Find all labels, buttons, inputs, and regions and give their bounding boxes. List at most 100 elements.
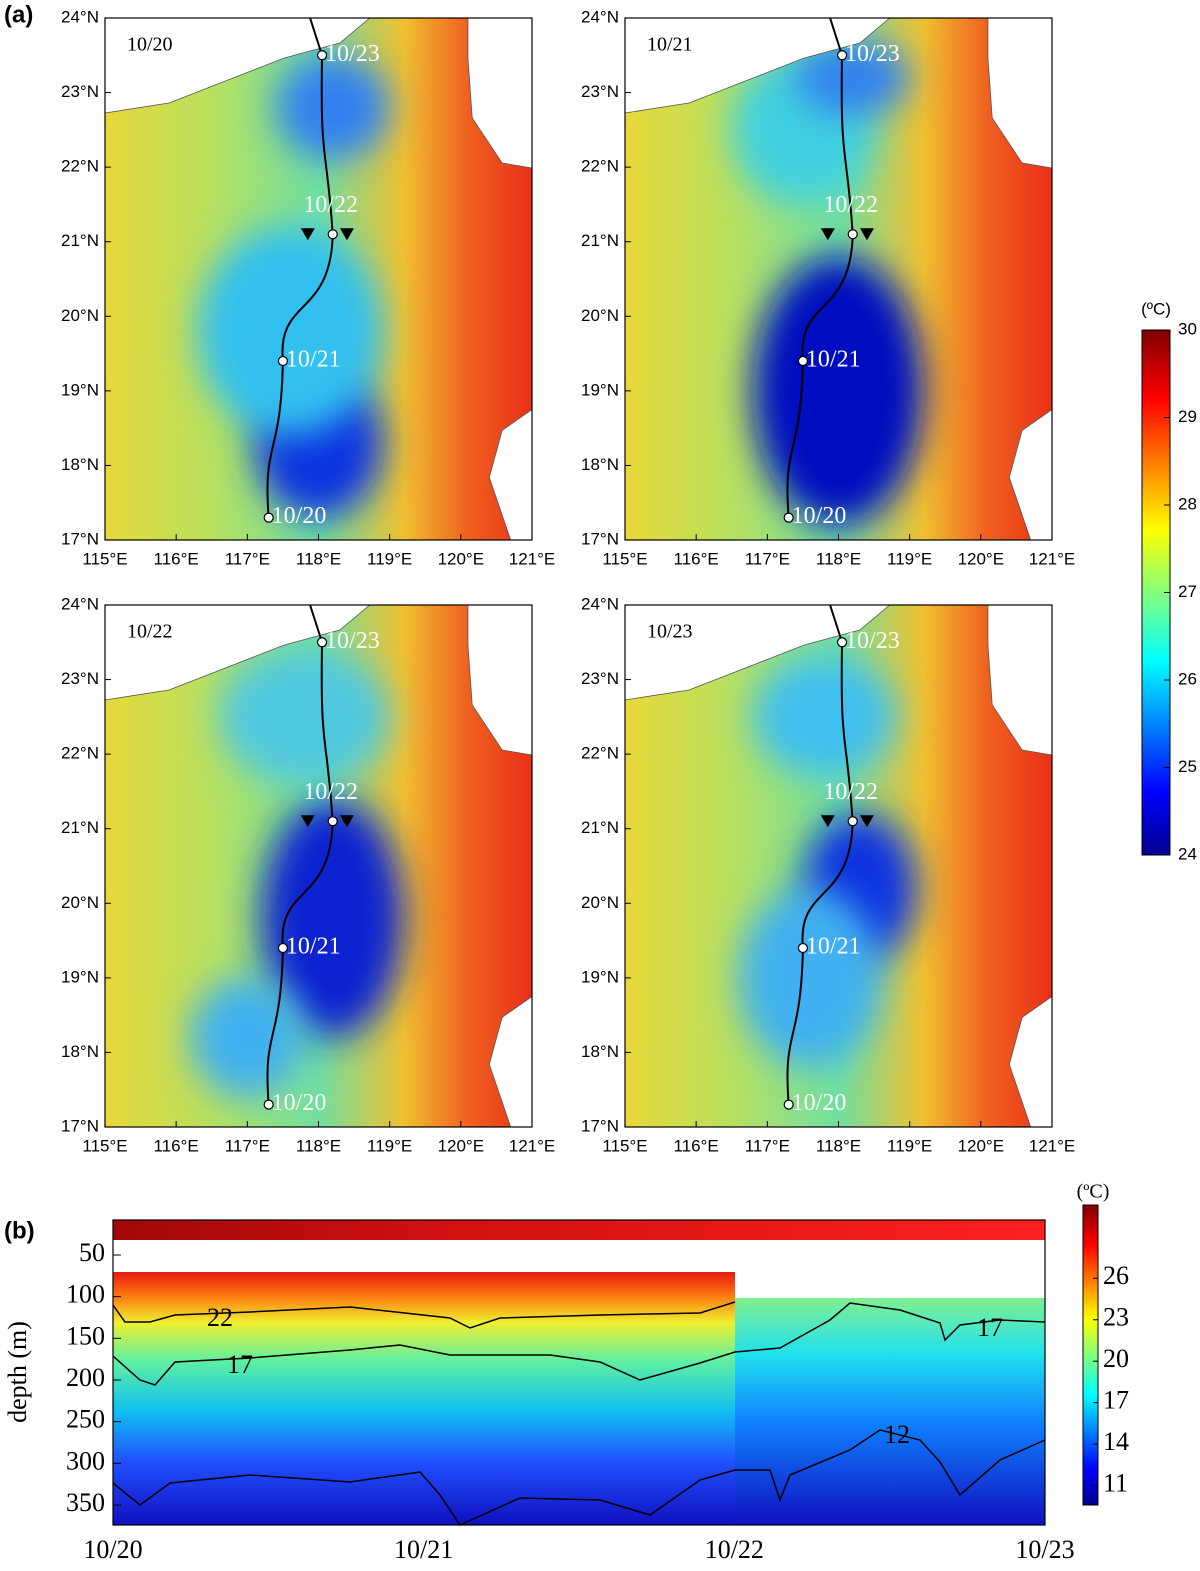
y-tick-label: 20°N xyxy=(61,893,99,912)
y-tick-label: 150 xyxy=(66,1321,105,1350)
contour-labels: 22 17 17 12 xyxy=(207,1303,1003,1449)
y-tick-label: 18°N xyxy=(581,1042,619,1061)
x-tick-label: 118°E xyxy=(816,549,861,568)
map-panel: 10/20 10/21 10/22 10/23 10/23 115°E 116°E 117°E… xyxy=(581,594,1075,1155)
track-point xyxy=(847,816,858,827)
colorbar-tick-label: 26 xyxy=(1103,1261,1129,1290)
x-tick-label: 117°E xyxy=(745,549,790,568)
contour-label: 17 xyxy=(977,1313,1003,1342)
y-tick-label: 19°N xyxy=(61,967,99,986)
contour-label: 17 xyxy=(227,1350,253,1379)
land xyxy=(625,18,891,114)
track-point xyxy=(783,1099,794,1110)
x-tick-label: 10/23 xyxy=(1015,1535,1074,1564)
sst-field xyxy=(625,18,1052,540)
land xyxy=(987,605,1052,756)
y-tick-label: 21°N xyxy=(581,231,619,250)
sst-field xyxy=(105,18,532,540)
x-tick-label: 118°E xyxy=(296,549,341,568)
colorbar-tick-label: 25 xyxy=(1178,757,1197,776)
track-label: 10/22 xyxy=(823,192,878,218)
station xyxy=(339,815,354,828)
y-tick-label: 20°N xyxy=(581,306,619,325)
land xyxy=(488,996,532,1127)
colorbar-tick-label: 24 xyxy=(1178,844,1197,863)
y-tick-label: 21°N xyxy=(61,231,99,250)
y-tick-label: 19°N xyxy=(581,967,619,986)
y-tick-label: 18°N xyxy=(61,1042,99,1061)
track-label: 10/20 xyxy=(792,503,847,529)
panel-date: 10/21 xyxy=(647,34,693,56)
land xyxy=(467,18,532,169)
track-label: 10/21 xyxy=(286,934,341,960)
track-label: 10/21 xyxy=(806,934,861,960)
y-tick-label: 300 xyxy=(66,1446,105,1475)
y-tick-label: 200 xyxy=(66,1363,105,1392)
x-tick-label: 119°E xyxy=(367,549,412,568)
station xyxy=(820,228,835,241)
x-tick-label: 120°E xyxy=(438,1136,485,1155)
sst-blob xyxy=(275,55,390,160)
map-panel: 10/20 10/21 10/22 10/23 10/20 115°E 116°E 117°E… xyxy=(61,7,555,568)
sst-blob xyxy=(738,888,882,1068)
track-point xyxy=(783,512,794,523)
x-tick-label: 10/20 xyxy=(83,1535,142,1564)
track-label: 10/20 xyxy=(792,1090,847,1116)
map-panel: 10/20 10/21 10/22 10/23 10/21 115°E 116°E 117°E… xyxy=(581,7,1075,568)
contours xyxy=(112,1301,1046,1526)
x-tick-label: 120°E xyxy=(438,549,485,568)
track-label: 10/23 xyxy=(845,41,900,67)
track-point xyxy=(327,229,338,240)
y-tick-label: 250 xyxy=(66,1405,105,1434)
x-tick-label: 120°E xyxy=(958,1136,1005,1155)
contour-label: 22 xyxy=(207,1303,233,1332)
track-label: 10/23 xyxy=(325,41,380,67)
station xyxy=(820,815,835,828)
track-point xyxy=(263,512,274,523)
sst-field xyxy=(625,605,1052,1127)
x-tick-label: 117°E xyxy=(225,1136,270,1155)
x-tick-label: 117°E xyxy=(745,1136,790,1155)
y-tick-label: 20°N xyxy=(581,893,619,912)
track-label: 10/22 xyxy=(303,779,358,805)
panel-label: (b) xyxy=(4,1217,35,1244)
x-tick-label: 115°E xyxy=(82,549,127,568)
station xyxy=(300,228,315,241)
sst-blob xyxy=(218,649,390,784)
track-label: 10/21 xyxy=(806,347,861,373)
track-line xyxy=(266,17,334,518)
sst-blob xyxy=(197,226,383,436)
colorbar-tick-label: 27 xyxy=(1178,582,1197,601)
track-label: 10/22 xyxy=(823,779,878,805)
x-tick-label: 116°E xyxy=(154,549,199,568)
land xyxy=(488,409,532,540)
sst-blob xyxy=(190,977,305,1098)
x-tick-label: 115°E xyxy=(82,1136,127,1155)
y-tick-label: 21°N xyxy=(581,818,619,837)
x-tick-label: 121°E xyxy=(1029,1136,1076,1155)
colorbar-tick-label: 26 xyxy=(1178,669,1197,688)
panel-date: 10/20 xyxy=(127,34,173,56)
land xyxy=(105,605,371,701)
colorbar-tick-label: 30 xyxy=(1178,319,1197,338)
y-tick-label: 50 xyxy=(79,1238,105,1267)
track-point xyxy=(316,637,328,648)
sst-field xyxy=(105,605,532,1127)
contour-label: 12 xyxy=(884,1420,910,1449)
station xyxy=(859,815,874,828)
track-point xyxy=(263,1099,274,1110)
y-tick-label: 23°N xyxy=(61,82,99,101)
track-point xyxy=(277,355,289,367)
y-tick-label: 17°N xyxy=(61,529,99,548)
track-point xyxy=(847,229,858,240)
y-tick-label: 24°N xyxy=(61,7,99,26)
y-tick-label: 18°N xyxy=(581,455,619,474)
panel-date: 10/23 xyxy=(647,621,693,643)
map-panel: 10/20 10/21 10/22 10/23 10/22 115°E 116°E 117°E… xyxy=(61,594,555,1155)
y-tick-label: 21°N xyxy=(61,818,99,837)
colorbar-tick-label: 29 xyxy=(1178,407,1197,426)
track-point xyxy=(836,637,848,648)
land xyxy=(1008,409,1052,540)
y-tick-label: 22°N xyxy=(61,157,99,176)
colorbar-label: (ºC) xyxy=(1141,299,1171,318)
